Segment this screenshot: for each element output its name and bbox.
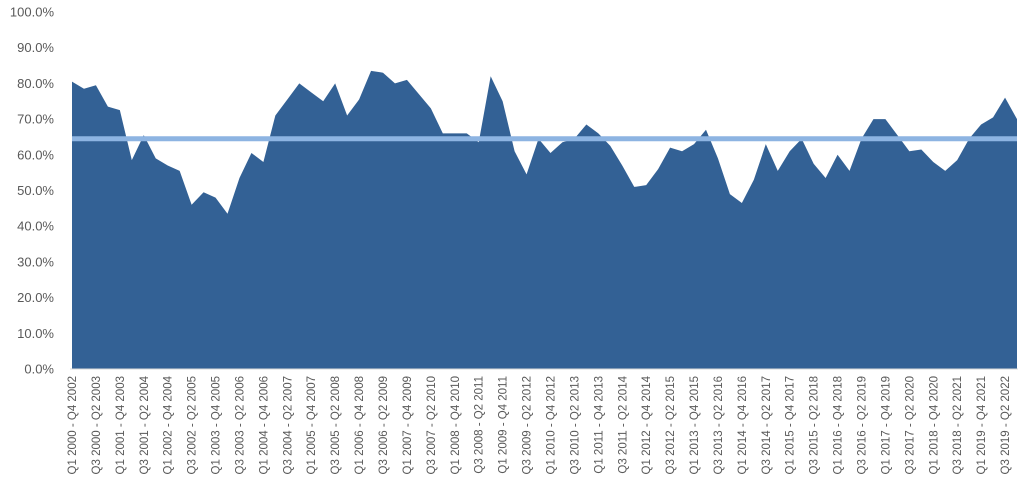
- x-tick-label: Q3 2014 - Q2 2017: [761, 376, 773, 474]
- y-axis: 0.0% 10.0% 20.0% 30.0% 40.0% 50.0% 60.0% 70.0% 8…: [10, 5, 55, 377]
- x-tick-label: Q1 2003 - Q4 2005: [211, 376, 223, 474]
- x-tick-label: Q3 2010 - Q2 2013: [569, 376, 581, 474]
- x-tick-label: Q3 2009 - Q2 2012: [522, 376, 534, 474]
- x-tick-label: Q1 2000 - Q4 2002: [67, 376, 79, 474]
- x-tick-label: Q3 2007 - Q2 2010: [426, 376, 438, 474]
- x-tick-label: Q1 2013 - Q4 2015: [689, 376, 701, 474]
- y-tick-label: 70.0%: [17, 112, 54, 127]
- x-tick-label: Q1 2019 - Q4 2021: [976, 376, 988, 474]
- x-tick-label: Q1 2011 - Q4 2013: [593, 376, 605, 474]
- x-tick-label: Q3 2017 - Q2 2020: [904, 376, 916, 474]
- x-tick-label: Q1 2006 - Q4 2008: [354, 376, 366, 474]
- x-tick-label: Q1 2004 - Q4 2006: [258, 376, 270, 474]
- x-tick-label: Q3 2016 - Q2 2019: [856, 376, 868, 474]
- x-tick-label: Q1 2007 - Q4 2009: [402, 376, 414, 474]
- x-tick-label: Q1 2016 - Q4 2018: [833, 376, 845, 474]
- x-tick-label: Q3 2018 - Q2 2021: [952, 376, 964, 474]
- x-tick-label: Q1 2012 - Q4 2014: [641, 375, 653, 474]
- x-tick-label: Q1 2017 - Q4 2019: [880, 376, 892, 474]
- plot-area: [72, 70, 1017, 369]
- y-tick-label: 90.0%: [17, 40, 54, 55]
- x-tick-label: Q1 2002 - Q4 2004: [163, 375, 175, 474]
- x-tick-label: Q3 2012 - Q2 2015: [665, 376, 677, 474]
- x-tick-label: Q1 2009 - Q4 2011: [498, 376, 510, 474]
- x-tick-label: Q3 2002 - Q2 2005: [187, 376, 199, 474]
- y-tick-label: 30.0%: [17, 254, 54, 269]
- y-tick-label: 50.0%: [17, 183, 54, 198]
- x-tick-label: Q3 2011 - Q2 2014: [617, 375, 629, 473]
- y-tick-label: 10.0%: [17, 326, 54, 341]
- y-tick-label: 100.0%: [10, 5, 55, 20]
- x-tick-label: Q3 2015 - Q2 2018: [809, 376, 821, 474]
- y-tick-label: 0.0%: [24, 362, 54, 377]
- x-tick-label: Q3 2005 - Q2 2008: [330, 376, 342, 474]
- x-tick-label: Q3 2001 - Q2 2004: [139, 375, 151, 474]
- x-tick-label: Q3 2008 - Q2 2011: [474, 376, 486, 474]
- x-tick-label: Q3 2019 - Q2 2022: [1000, 376, 1012, 474]
- x-tick-label: Q1 2015 - Q4 2017: [785, 376, 797, 474]
- x-tick-label: Q1 2005 - Q4 2007: [306, 376, 318, 474]
- y-tick-label: 80.0%: [17, 76, 54, 91]
- y-tick-label: 40.0%: [17, 219, 54, 234]
- x-tick-label: Q1 2014 - Q4 2016: [737, 376, 749, 474]
- x-tick-label: Q1 2010 - Q4 2012: [545, 376, 557, 474]
- x-tick-label: Q3 2006 - Q2 2009: [378, 376, 390, 474]
- x-axis: Q1 2000 - Q4 2002 Q3 2000 - Q2 2003 Q1 200…: [67, 375, 1012, 474]
- x-tick-label: Q3 2003 - Q2 2006: [234, 376, 246, 474]
- x-tick-label: Q1 2001 - Q4 2003: [115, 376, 127, 474]
- area-series: [72, 70, 1017, 369]
- x-tick-label: Q1 2018 - Q4 2020: [928, 376, 940, 474]
- x-tick-label: Q1 2008 - Q4 2010: [450, 376, 462, 474]
- y-tick-label: 60.0%: [17, 147, 54, 162]
- y-tick-label: 20.0%: [17, 290, 54, 305]
- x-tick-label: Q3 2000 - Q2 2003: [91, 376, 103, 474]
- x-tick-label: Q3 2004 - Q2 2007: [282, 376, 294, 474]
- x-tick-label: Q3 2013 - Q2 2016: [713, 376, 725, 474]
